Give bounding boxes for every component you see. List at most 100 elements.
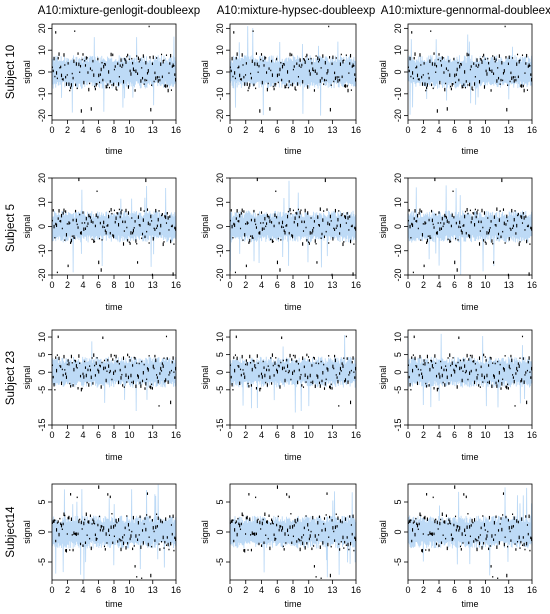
x-tick-label: 4 — [436, 125, 441, 135]
x-tick-label: 0 — [49, 280, 54, 290]
fit-band-series — [51, 484, 177, 580]
x-tick-label: 2 — [243, 430, 248, 440]
y-tick-label: -20 — [37, 268, 47, 281]
x-axis-label: time — [461, 599, 478, 609]
y-tick-label: 0 — [215, 529, 225, 534]
x-tick-label: 8 — [467, 430, 472, 440]
y-tick-label: 10 — [37, 197, 47, 207]
fit-band-series — [407, 34, 533, 115]
y-tick-label: -20 — [215, 268, 225, 281]
x-tick-label: 10 — [304, 430, 314, 440]
column-title-genlogit: A10:mixture-genlogit-doubleexp — [38, 5, 200, 17]
x-tick-label: 8 — [467, 125, 472, 135]
x-tick-label: 8 — [111, 280, 116, 290]
y-axis: -20 -10 0 10 20 signal — [200, 173, 230, 282]
x-tick-label: 8 — [290, 585, 295, 595]
panel-subject-10-genlogit: 0 2 4 6 8 10 13 16 time -20 -10 0 10 20 signal — [22, 23, 181, 156]
y-tick-label: 0 — [215, 224, 225, 229]
y-tick-label: -10 — [393, 87, 403, 100]
y-tick-label: 0 — [393, 69, 403, 74]
panel-subject-5-hypsec: 0 2 4 6 8 10 13 16 time -20 -10 0 10 20 signal — [200, 173, 361, 312]
column-title-hypsec: A10:mixture-hypsec-doubleexp — [217, 5, 376, 17]
x-tick-label: 16 — [527, 280, 537, 290]
y-tick-label: 20 — [215, 173, 225, 183]
y-axis: -15 -5 0 5 10 signal — [200, 332, 230, 432]
x-tick-label: 4 — [436, 280, 441, 290]
panel-subject-5-genlogit: 0 2 4 6 8 10 13 16 time -20 -10 0 10 20 signal — [22, 173, 181, 312]
x-tick-label: 16 — [171, 585, 181, 595]
observed-series — [51, 177, 177, 277]
y-axis-label: signal — [200, 520, 210, 544]
x-tick-label: 8 — [290, 430, 295, 440]
y-tick-label: 0 — [37, 370, 47, 375]
x-tick-label: 10 — [480, 585, 490, 595]
x-axis-label: time — [105, 599, 122, 609]
x-tick-label: 4 — [259, 585, 264, 595]
y-axis: -20 -10 0 10 20 signal — [22, 23, 52, 122]
x-axis-label: time — [105, 452, 122, 462]
x-tick-label: 13 — [504, 125, 514, 135]
x-tick-label: 8 — [467, 280, 472, 290]
y-tick-label: 20 — [215, 23, 225, 33]
x-tick-label: 2 — [243, 280, 248, 290]
y-tick-label: 5 — [37, 499, 47, 504]
x-tick-label: 16 — [171, 430, 181, 440]
y-tick-label: 5 — [393, 352, 403, 357]
x-tick-label: 4 — [436, 585, 441, 595]
x-axis-label: time — [284, 146, 301, 156]
observed-series — [51, 485, 177, 580]
observed-series — [407, 177, 533, 277]
x-axis-label: time — [461, 452, 478, 462]
y-tick-label: 10 — [37, 332, 47, 342]
x-axis-label: time — [284, 599, 301, 609]
x-tick-label: 2 — [421, 430, 426, 440]
x-tick-label: 10 — [480, 430, 490, 440]
x-tick-label: 13 — [148, 585, 158, 595]
x-axis-label: time — [461, 146, 478, 156]
y-tick-label: -10 — [215, 87, 225, 100]
x-axis-label: time — [105, 302, 122, 312]
x-tick-label: 0 — [227, 280, 232, 290]
observed-series — [407, 25, 533, 113]
y-axis-label: signal — [378, 520, 388, 544]
x-tick-label: 4 — [80, 280, 85, 290]
x-tick-label: 8 — [290, 125, 295, 135]
y-axis-label: signal — [22, 60, 32, 84]
y-tick-label: -5 — [393, 558, 403, 566]
y-tick-label: 0 — [215, 370, 225, 375]
x-axis-label: time — [461, 302, 478, 312]
y-axis: -15 -5 0 5 10 signal — [22, 332, 52, 432]
x-tick-label: 8 — [467, 585, 472, 595]
x-tick-label: 8 — [111, 585, 116, 595]
y-tick-label: -20 — [393, 268, 403, 281]
x-tick-label: 0 — [49, 125, 54, 135]
x-tick-label: 6 — [96, 585, 101, 595]
y-axis: -20 -10 0 10 20 signal — [22, 173, 52, 282]
x-tick-label: 6 — [452, 125, 457, 135]
x-tick-label: 8 — [290, 280, 295, 290]
x-tick-label: 6 — [275, 280, 280, 290]
x-tick-label: 16 — [171, 280, 181, 290]
x-tick-label: 6 — [452, 430, 457, 440]
x-tick-label: 0 — [227, 125, 232, 135]
y-tick-label: 10 — [393, 197, 403, 207]
x-tick-label: 0 — [227, 430, 232, 440]
x-tick-label: 10 — [124, 280, 134, 290]
panel-subject-23-genlogit: 0 2 4 6 8 10 13 16 time -15 -5 0 5 10 signal — [22, 329, 181, 462]
y-tick-label: -20 — [393, 109, 403, 122]
panel-subject14-hypsec: 0 2 4 6 8 10 13 16 time -5 0 5 signal — [200, 483, 361, 609]
fit-band-series — [407, 185, 533, 275]
y-tick-label: 10 — [37, 45, 47, 55]
x-tick-label: 10 — [304, 585, 314, 595]
observed-series — [229, 485, 357, 580]
y-tick-label: 0 — [215, 69, 225, 74]
x-tick-label: 16 — [351, 125, 361, 135]
x-tick-label: 0 — [405, 280, 410, 290]
y-tick-label: 20 — [393, 173, 403, 183]
panel-subject14-gennormal: 0 2 4 6 8 10 13 16 time -5 0 5 signal — [378, 483, 537, 609]
